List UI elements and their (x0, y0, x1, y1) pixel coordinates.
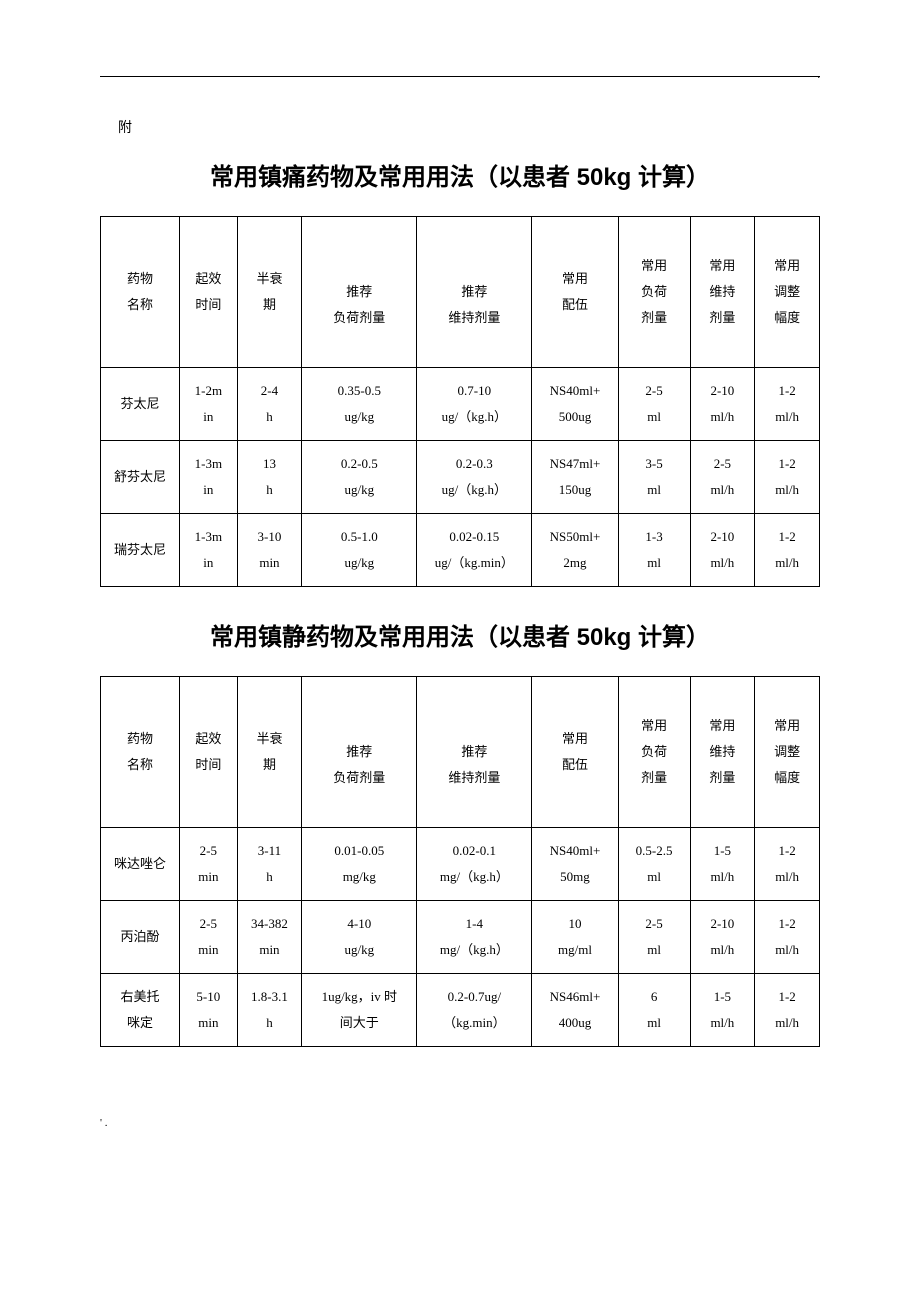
cell-cmaint: 1-5ml/h (690, 974, 755, 1047)
cell-name: 瑞芬太尼 (101, 514, 180, 587)
title-sedative: 常用镇静药物及常用用法（以患者 50kg 计算） (100, 617, 820, 652)
cell-half: 34-382min (237, 901, 302, 974)
cell-cadj: 1-2ml/h (755, 514, 820, 587)
cell-half: 13h (237, 441, 302, 514)
cell-half: 2-4h (237, 368, 302, 441)
cell-half: 3-10min (237, 514, 302, 587)
cell-maint: 0.2-0.7ug/（kg.min） (417, 974, 532, 1047)
th-half: 半衰期 (237, 677, 302, 828)
th-onset: 起效时间 (180, 677, 238, 828)
sedative-table: 药物名称 起效时间 半衰期 推荐 负荷剂量 推荐 维持剂量 常用配伍 常用负荷剂… (100, 676, 820, 1047)
cell-cadj: 1-2ml/h (755, 901, 820, 974)
th-name: 药物名称 (101, 677, 180, 828)
cell-onset: 5-10min (180, 974, 238, 1047)
table-header: 药物名称 起效时间 半衰期 推荐 负荷剂量 推荐 维持剂量 常用配伍 常用负荷剂… (101, 217, 820, 368)
cell-cmaint: 2-10ml/h (690, 368, 755, 441)
appendix-label: 附 (118, 117, 820, 137)
cell-cmaint: 2-10ml/h (690, 901, 755, 974)
cell-name: 舒芬太尼 (101, 441, 180, 514)
cell-comp: NS47ml+150ug (532, 441, 618, 514)
cell-name: 右美托咪定 (101, 974, 180, 1047)
cell-load: 0.2-0.5ug/kg (302, 441, 417, 514)
th-onset: 起效时间 (180, 217, 238, 368)
top-dot: . (818, 70, 821, 81)
table-row: 瑞芬太尼1-3min3-10min0.5-1.0ug/kg0.02-0.15ug… (101, 514, 820, 587)
cell-maint: 0.02-0.1mg/（kg.h） (417, 828, 532, 901)
cell-comp: NS50ml+2mg (532, 514, 618, 587)
cell-cadj: 1-2ml/h (755, 828, 820, 901)
cell-maint: 1-4mg/（kg.h） (417, 901, 532, 974)
cell-half: 3-11h (237, 828, 302, 901)
cell-maint: 0.2-0.3ug/（kg.h） (417, 441, 532, 514)
cell-maint: 0.02-0.15ug/（kg.min） (417, 514, 532, 587)
cell-onset: 2-5min (180, 828, 238, 901)
cell-cload: 0.5-2.5ml (618, 828, 690, 901)
th-name: 药物名称 (101, 217, 180, 368)
table-body: 芬太尼1-2min2-4h0.35-0.5ug/kg0.7-10ug/（kg.h… (101, 368, 820, 587)
th-cload: 常用负荷剂量 (618, 677, 690, 828)
cell-cload: 2-5ml (618, 368, 690, 441)
cell-cmaint: 1-5ml/h (690, 828, 755, 901)
cell-cadj: 1-2ml/h (755, 974, 820, 1047)
cell-cadj: 1-2ml/h (755, 368, 820, 441)
th-rec-load: 推荐 负荷剂量 (302, 217, 417, 368)
footer-mark: ' . (100, 1117, 820, 1129)
cell-comp: NS40ml+500ug (532, 368, 618, 441)
cell-half: 1.8-3.1h (237, 974, 302, 1047)
cell-cmaint: 2-5ml/h (690, 441, 755, 514)
th-cmaint: 常用维持剂量 (690, 677, 755, 828)
cell-load: 0.35-0.5ug/kg (302, 368, 417, 441)
th-cload: 常用负荷剂量 (618, 217, 690, 368)
cell-load: 0.01-0.05mg/kg (302, 828, 417, 901)
table-row: 右美托咪定5-10min1.8-3.1h1ug/kg，iv 时间大于0.2-0.… (101, 974, 820, 1047)
table-row: 芬太尼1-2min2-4h0.35-0.5ug/kg0.7-10ug/（kg.h… (101, 368, 820, 441)
title-analgesic: 常用镇痛药物及常用用法（以患者 50kg 计算） (100, 157, 820, 192)
table-row: 丙泊酚2-5min34-382min4-10ug/kg1-4mg/（kg.h）1… (101, 901, 820, 974)
table-body: 咪达唑仑2-5min3-11h0.01-0.05mg/kg0.02-0.1mg/… (101, 828, 820, 1047)
cell-onset: 1-2min (180, 368, 238, 441)
th-rec-load: 推荐 负荷剂量 (302, 677, 417, 828)
cell-onset: 1-3min (180, 441, 238, 514)
cell-onset: 2-5min (180, 901, 238, 974)
th-comp: 常用配伍 (532, 677, 618, 828)
table-row: 咪达唑仑2-5min3-11h0.01-0.05mg/kg0.02-0.1mg/… (101, 828, 820, 901)
cell-load: 1ug/kg，iv 时间大于 (302, 974, 417, 1047)
analgesic-table: 药物名称 起效时间 半衰期 推荐 负荷剂量 推荐 维持剂量 常用配伍 常用负荷剂… (100, 216, 820, 587)
th-rec-maint: 推荐 维持剂量 (417, 677, 532, 828)
cell-cmaint: 2-10ml/h (690, 514, 755, 587)
table-row: 舒芬太尼1-3min13h0.2-0.5ug/kg0.2-0.3ug/（kg.h… (101, 441, 820, 514)
cell-cload: 6ml (618, 974, 690, 1047)
cell-name: 丙泊酚 (101, 901, 180, 974)
cell-name: 咪达唑仑 (101, 828, 180, 901)
cell-comp: NS46ml+400ug (532, 974, 618, 1047)
cell-cload: 2-5ml (618, 901, 690, 974)
th-cadj: 常用调整幅度 (755, 677, 820, 828)
cell-maint: 0.7-10ug/（kg.h） (417, 368, 532, 441)
cell-comp: NS40ml+50mg (532, 828, 618, 901)
table-header: 药物名称 起效时间 半衰期 推荐 负荷剂量 推荐 维持剂量 常用配伍 常用负荷剂… (101, 677, 820, 828)
th-half: 半衰期 (237, 217, 302, 368)
cell-cload: 3-5ml (618, 441, 690, 514)
cell-load: 0.5-1.0ug/kg (302, 514, 417, 587)
th-cadj: 常用调整幅度 (755, 217, 820, 368)
cell-comp: 10mg/ml (532, 901, 618, 974)
cell-name: 芬太尼 (101, 368, 180, 441)
top-rule (100, 76, 820, 77)
th-comp: 常用配伍 (532, 217, 618, 368)
cell-cload: 1-3ml (618, 514, 690, 587)
cell-onset: 1-3min (180, 514, 238, 587)
cell-cadj: 1-2ml/h (755, 441, 820, 514)
th-rec-maint: 推荐 维持剂量 (417, 217, 532, 368)
cell-load: 4-10ug/kg (302, 901, 417, 974)
th-cmaint: 常用维持剂量 (690, 217, 755, 368)
page: . 附 常用镇痛药物及常用用法（以患者 50kg 计算） 药物名称 起效时间 半… (0, 0, 920, 1302)
